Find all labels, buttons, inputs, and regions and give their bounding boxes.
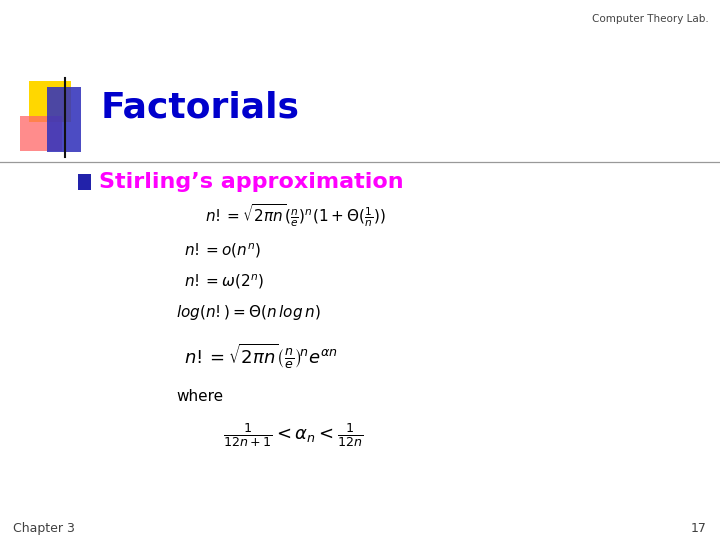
Bar <box>78 174 91 190</box>
Text: Stirling’s approximation: Stirling’s approximation <box>99 172 404 192</box>
Text: 17: 17 <box>691 522 707 535</box>
Text: Factorials: Factorials <box>101 91 300 125</box>
Text: $n! = o(n^n)$: $n! = o(n^n)$ <box>184 242 261 260</box>
Text: $n! = \sqrt{2\pi n}(\frac{n}{e})^n(1 + \Theta(\frac{1}{n}))$: $n! = \sqrt{2\pi n}(\frac{n}{e})^n(1 + \… <box>205 203 386 229</box>
Text: Chapter 3: Chapter 3 <box>13 522 75 535</box>
Bar <box>20 116 62 151</box>
Bar <box>47 87 81 152</box>
Text: $log(n!) = \Theta(n\,log\,n)$: $log(n!) = \Theta(n\,log\,n)$ <box>176 302 321 322</box>
Bar <box>29 81 71 122</box>
Text: where: where <box>176 389 223 404</box>
Text: $\frac{1}{12n+1} < \alpha_n < \frac{1}{12n}$: $\frac{1}{12n+1} < \alpha_n < \frac{1}{1… <box>223 421 364 449</box>
Text: Computer Theory Lab.: Computer Theory Lab. <box>593 14 709 24</box>
Text: $n! = \omega(2^n)$: $n! = \omega(2^n)$ <box>184 273 264 291</box>
Text: $n! = \sqrt{2\pi n}\left(\frac{n}{e}\right)^{\!n} e^{\alpha n}$: $n! = \sqrt{2\pi n}\left(\frac{n}{e}\rig… <box>184 342 337 371</box>
